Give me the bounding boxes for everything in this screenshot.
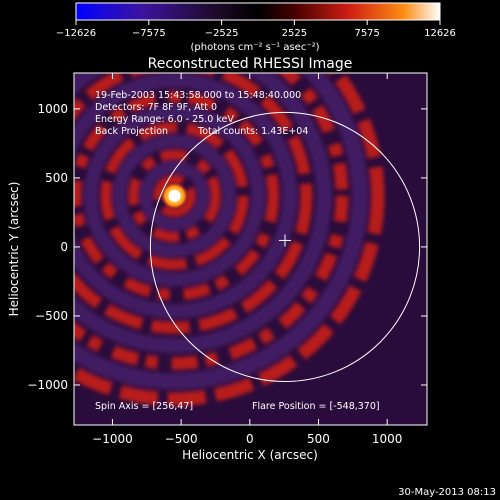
annotation-detectors: Detectors: 7F 8F 9F, Att 0 [95,102,217,113]
y-tick-label: 0 [60,240,68,254]
flare-source-core [168,189,181,202]
positive-ring [74,91,279,301]
annotation-time-range: 19-Feb-2003 15:43:58.000 to 15:48:40.000 [95,90,301,101]
annotation-total-counts: Total counts: 1.43E+04 [197,126,308,137]
annotation-energy-range: Energy Range: 6.0 - 25.0 keV [95,114,234,125]
y-tick-labels: −1000 −500 0 500 1000 [27,102,68,392]
x-tick-label: 0 [246,432,254,446]
x-tick-label: 500 [307,432,330,446]
negative-ring [113,134,236,257]
positive-ring [153,174,196,217]
positive-ring [128,149,221,242]
y-axis-label: Heliocentric Y (arcsec) [7,182,21,317]
y-tick-label: −500 [35,309,68,323]
x-tick-label: −1000 [92,432,133,446]
colorbar-tick-label: 2525 [282,28,307,39]
colorbar-ticks: −12626 −7575 −2525 2525 7575 12626 [56,20,456,39]
x-axis-label: Heliocentric X (arcsec) [182,448,318,462]
annotation-method: Back Projection [95,126,168,137]
annotation-spin-axis: Spin Axis = [256,47] [95,401,193,412]
positive-ring [100,121,249,270]
negative-ring [74,73,332,354]
colorbar-tick-label: 12626 [424,28,456,39]
y-tick-label: 500 [45,171,68,185]
y-tick-label: 1000 [37,102,68,116]
plot-frame [73,72,428,426]
colorbar-tick-label: 7575 [354,28,379,39]
x-tick-label: −500 [165,432,198,446]
backprojection-pattern [74,73,385,406]
negative-ring [139,161,210,231]
image-area [74,73,427,425]
colorbar [75,2,441,21]
positive-ring [74,73,349,370]
positive-ring [74,73,385,406]
spin-axis-marker [278,234,291,247]
colorbar-tick-label: −2525 [205,28,239,39]
solar-limb-circle [149,111,421,383]
footer-date: 30-May-2013 08:13 [398,487,496,498]
negative-ring [74,73,297,319]
colorbar-tick-label: −7575 [132,28,166,39]
x-tick-labels: −1000 −500 0 500 1000 [92,432,402,446]
x-tick-label: 1000 [372,432,403,446]
axis-ticks [74,73,427,425]
negative-ring [74,73,368,390]
colorbar-tick-label: −12626 [56,28,96,39]
colorbar-units-label: (photons cm⁻² s⁻¹ asec⁻²) [190,42,319,53]
negative-ring [84,105,265,287]
positive-ring [74,73,313,334]
y-tick-label: −1000 [27,378,68,392]
annotation-flare-position: Flare Position = [-548,370] [252,401,380,412]
chart-title: Reconstructed RHESSI Image [148,56,353,72]
